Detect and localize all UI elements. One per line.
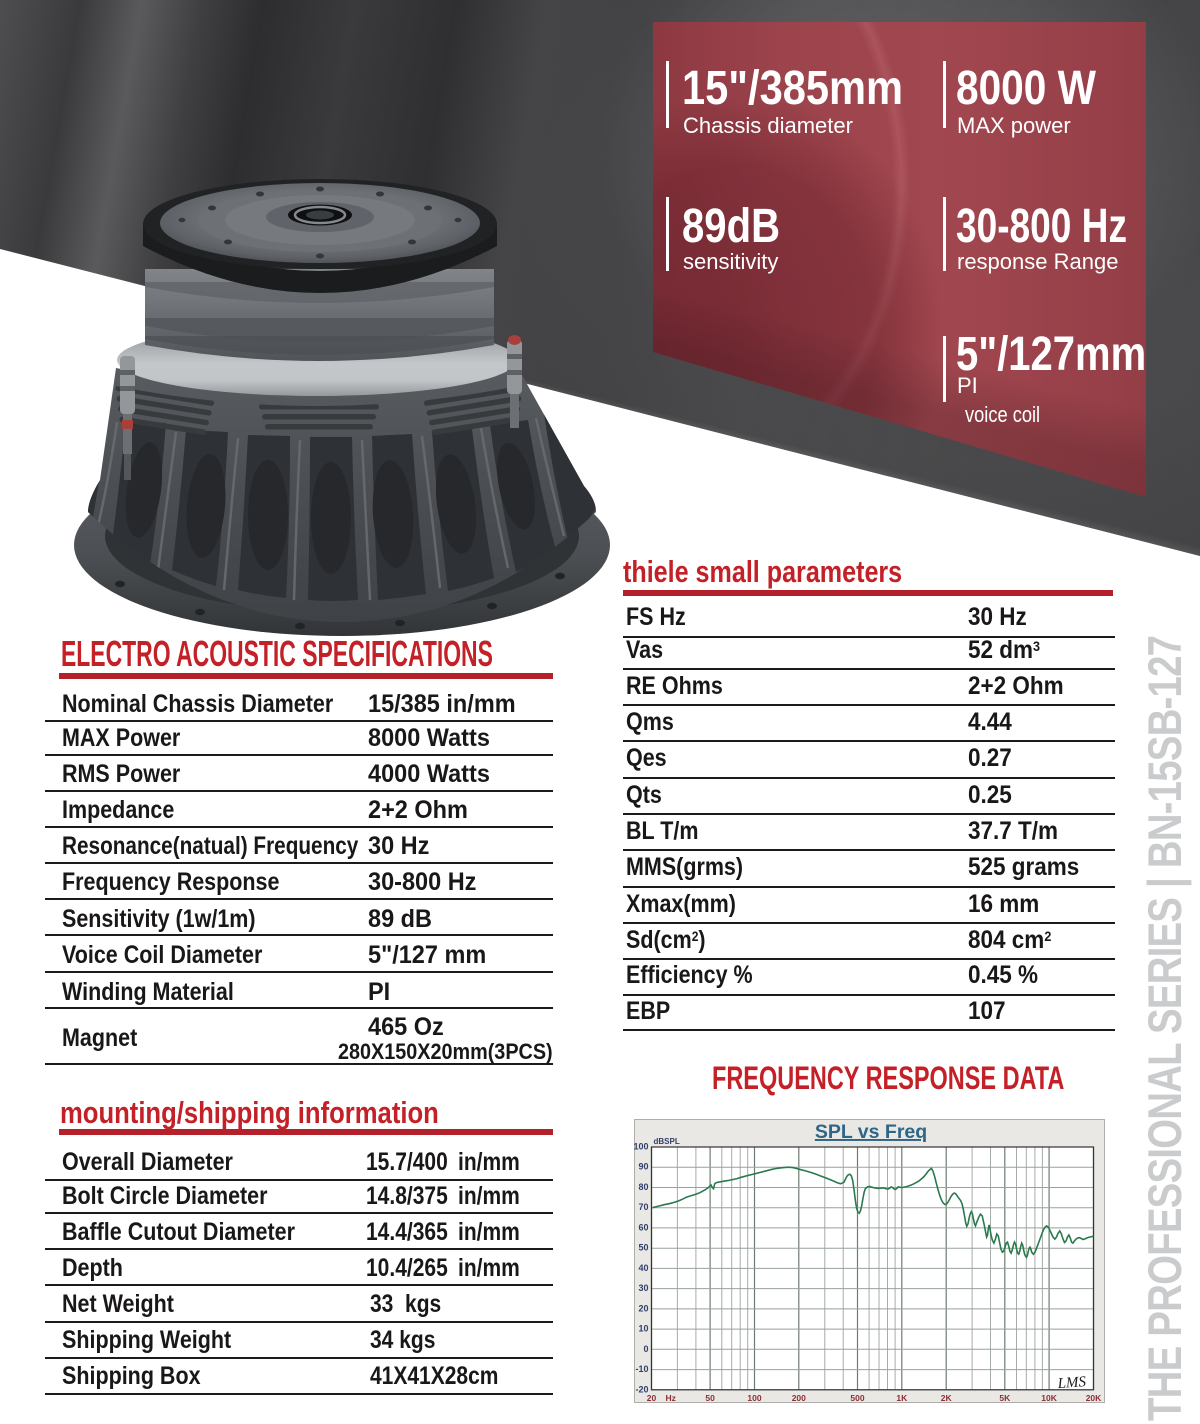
svg-text:100: 100 xyxy=(634,1142,649,1152)
svg-text:70: 70 xyxy=(638,1202,648,1212)
svg-text:50: 50 xyxy=(638,1243,648,1253)
svg-text:SPL vs Freq: SPL vs Freq xyxy=(815,1121,927,1143)
svg-text:10: 10 xyxy=(638,1324,648,1334)
svg-text:90: 90 xyxy=(638,1162,648,1172)
svg-text:100: 100 xyxy=(747,1393,761,1403)
svg-text:20K: 20K xyxy=(1086,1393,1102,1403)
svg-text:5K: 5K xyxy=(999,1393,1011,1403)
svg-text:80: 80 xyxy=(638,1182,648,1192)
svg-text:60: 60 xyxy=(638,1222,648,1232)
svg-text:dBSPL: dBSPL xyxy=(654,1137,680,1146)
svg-text:30: 30 xyxy=(638,1283,648,1293)
svg-text:10K: 10K xyxy=(1041,1393,1057,1403)
svg-text:40: 40 xyxy=(638,1263,648,1273)
svg-text:20: 20 xyxy=(638,1303,648,1313)
svg-text:2K: 2K xyxy=(941,1393,953,1403)
svg-text:Hz: Hz xyxy=(666,1393,676,1403)
svg-text:20: 20 xyxy=(647,1393,657,1403)
svg-text:-20: -20 xyxy=(635,1384,648,1394)
svg-text:0: 0 xyxy=(643,1344,648,1354)
svg-text:500: 500 xyxy=(850,1393,864,1403)
svg-text:200: 200 xyxy=(792,1393,806,1403)
svg-text:1K: 1K xyxy=(896,1393,908,1403)
svg-text:50: 50 xyxy=(705,1393,715,1403)
svg-text:-10: -10 xyxy=(635,1364,648,1374)
svg-text:LMS: LMS xyxy=(1056,1374,1087,1392)
